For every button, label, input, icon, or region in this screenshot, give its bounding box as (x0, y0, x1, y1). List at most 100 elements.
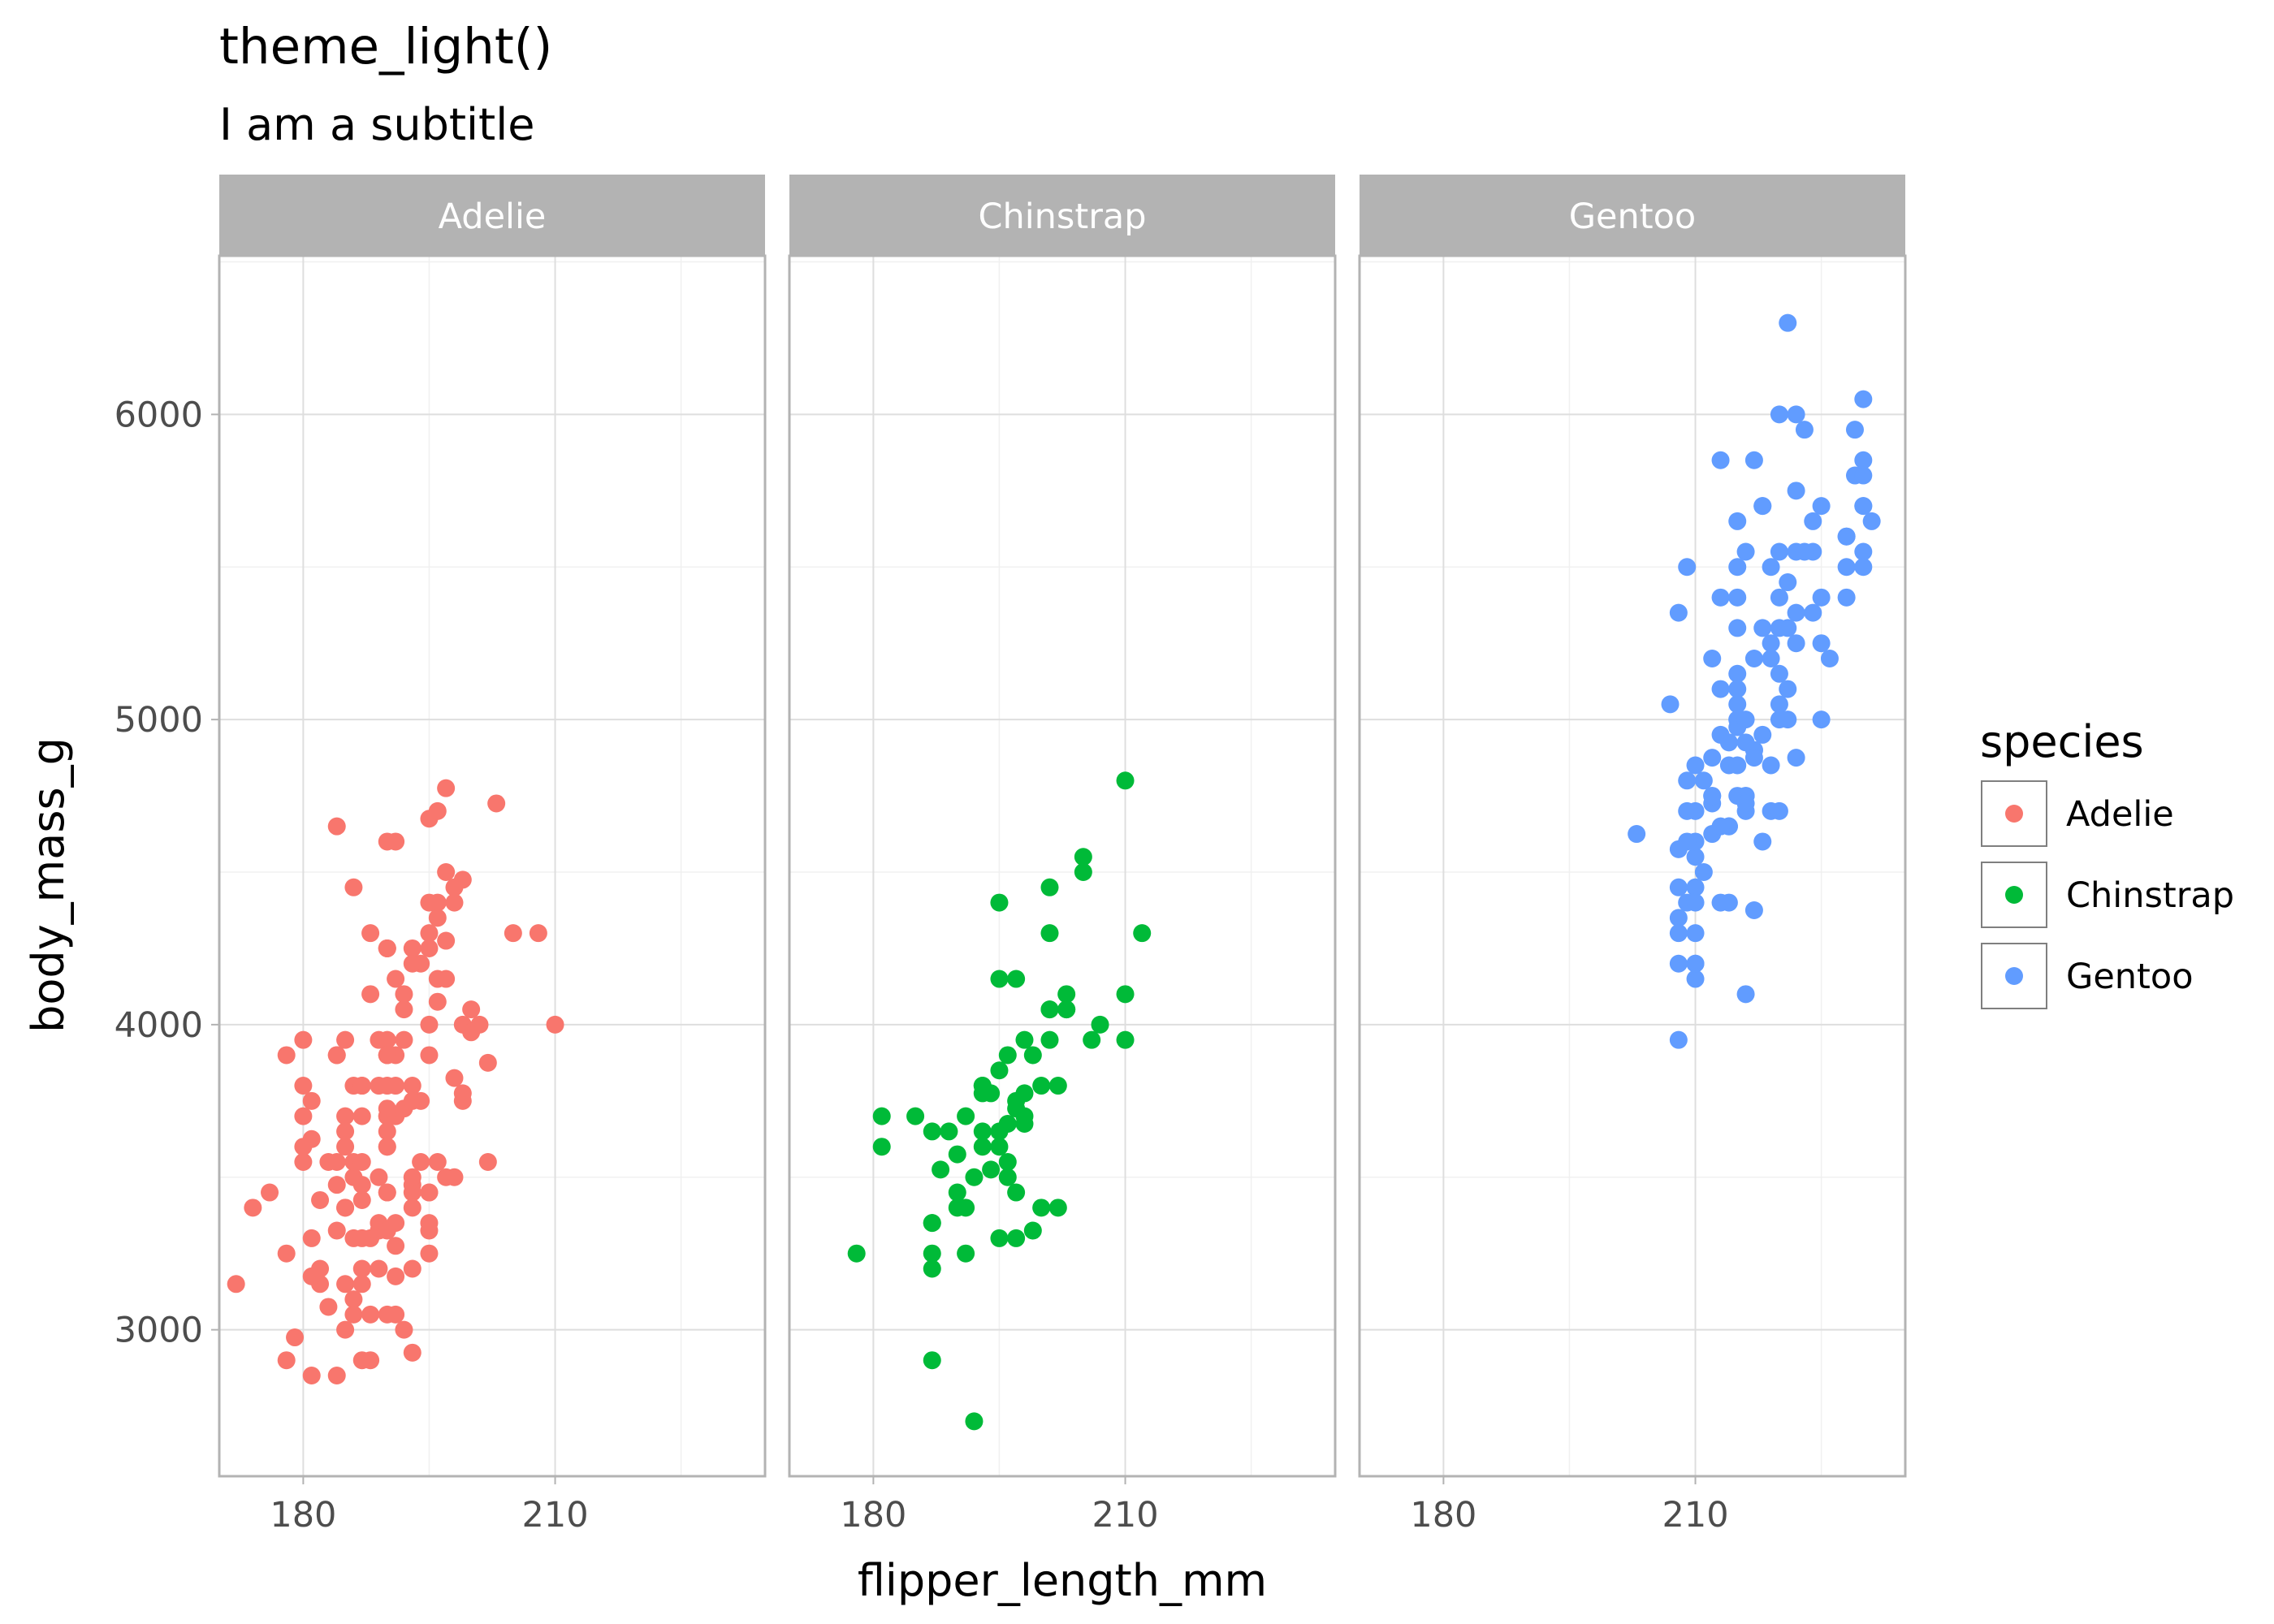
legend-entry-gentoo: Gentoo (1981, 943, 2194, 1009)
data-point-gentoo (1779, 710, 1797, 729)
data-point-adelie (327, 1176, 346, 1194)
data-point-chinstrap (1074, 863, 1092, 882)
data-point-adelie (344, 878, 363, 896)
data-point-chinstrap (1133, 924, 1152, 943)
data-point-chinstrap (973, 1084, 992, 1103)
data-point-chinstrap (948, 1145, 966, 1164)
data-point-gentoo (1854, 497, 1873, 516)
y-tick-label: 5000 (115, 700, 203, 741)
data-point-gentoo (1669, 603, 1688, 622)
data-point-gentoo (1854, 451, 1873, 469)
data-point-adelie (387, 1267, 405, 1285)
data-point-gentoo (1744, 901, 1763, 919)
x-tick-label: 210 (521, 1495, 588, 1535)
data-point-chinstrap (990, 1229, 1009, 1247)
data-point-chinstrap (1116, 1030, 1135, 1049)
data-point-chinstrap (1048, 1199, 1067, 1217)
data-point-chinstrap (1023, 1046, 1042, 1065)
data-point-gentoo (1753, 725, 1772, 744)
data-point-adelie (403, 954, 422, 973)
legend-entry-adelie: Adelie (1981, 780, 2174, 847)
data-point-chinstrap (990, 893, 1009, 912)
data-point-gentoo (1686, 756, 1705, 775)
data-point-adelie (403, 1077, 422, 1095)
data-point-gentoo (1678, 558, 1697, 577)
data-point-adelie (294, 1152, 313, 1171)
data-point-chinstrap (932, 1160, 950, 1179)
data-point-chinstrap (1040, 1000, 1059, 1019)
legend-marker (2005, 805, 2023, 823)
data-point-gentoo (1770, 405, 1788, 424)
data-point-gentoo (1804, 603, 1822, 622)
x-axis-title: flipper_length_mm (858, 1555, 1267, 1606)
data-point-gentoo (1686, 801, 1705, 820)
data-point-gentoo (1719, 733, 1738, 752)
data-point-adelie (529, 924, 547, 943)
data-point-chinstrap (1057, 1000, 1076, 1019)
data-point-adelie (327, 1367, 346, 1385)
data-point-adelie (420, 1015, 439, 1034)
data-point-gentoo (1703, 649, 1722, 667)
legend-marker (2005, 886, 2023, 904)
data-point-chinstrap (1007, 1183, 1026, 1202)
facet-strip-chinstrap (789, 175, 1335, 256)
data-point-gentoo (1744, 749, 1763, 767)
data-point-adelie (420, 1244, 439, 1263)
data-point-gentoo (1728, 588, 1747, 607)
data-point-adelie (311, 1190, 330, 1209)
data-point-chinstrap (923, 1244, 941, 1263)
data-point-chinstrap (973, 1122, 992, 1141)
data-point-adelie (370, 1259, 388, 1278)
data-point-gentoo (1762, 558, 1780, 577)
data-point-gentoo (1669, 1030, 1688, 1049)
data-point-gentoo (1661, 695, 1680, 714)
data-point-adelie (361, 1305, 380, 1324)
x-tick-label: 180 (270, 1495, 336, 1535)
facet-panels: Adelie 180 210 Chinstrap 180 210 Gentoo 180 210 (218, 175, 1907, 1535)
data-point-chinstrap (1015, 1084, 1034, 1103)
data-point-adelie (378, 1183, 396, 1202)
data-point-gentoo (1837, 588, 1856, 607)
data-point-gentoo (1736, 985, 1755, 1004)
data-point-gentoo (1854, 558, 1873, 577)
data-point-gentoo (1669, 909, 1688, 927)
data-point-adelie (294, 1138, 313, 1156)
data-point-adelie (244, 1199, 262, 1217)
data-point-chinstrap (990, 1138, 1009, 1156)
data-point-adelie (420, 939, 439, 957)
data-point-gentoo (1686, 878, 1705, 896)
data-point-chinstrap (998, 1046, 1017, 1065)
data-point-gentoo (1862, 512, 1881, 530)
data-point-gentoo (1854, 466, 1873, 485)
data-point-adelie (420, 893, 439, 912)
data-point-gentoo (1787, 482, 1805, 500)
data-point-gentoo (1686, 970, 1705, 988)
data-point-adelie (395, 1030, 413, 1049)
data-point-gentoo (1779, 573, 1797, 592)
data-point-gentoo (1845, 421, 1864, 439)
data-point-gentoo (1669, 840, 1688, 858)
data-point-gentoo (1837, 558, 1856, 577)
data-point-gentoo (1770, 588, 1788, 607)
data-point-adelie (344, 1305, 363, 1324)
data-point-adelie (294, 1077, 313, 1095)
x-tick-label: 180 (840, 1495, 906, 1535)
data-point-chinstrap (965, 1168, 984, 1186)
data-point-chinstrap (1015, 1115, 1034, 1134)
data-point-gentoo (1728, 619, 1747, 637)
data-point-adelie (453, 870, 472, 889)
data-point-adelie (395, 1000, 413, 1019)
data-point-chinstrap (1007, 1229, 1026, 1247)
data-point-gentoo (1711, 451, 1730, 469)
legend-title: species (1980, 716, 2144, 767)
data-point-chinstrap (1040, 878, 1059, 896)
data-point-chinstrap (1032, 1077, 1051, 1095)
data-point-gentoo (1736, 710, 1755, 729)
data-point-gentoo (1728, 664, 1747, 683)
data-point-adelie (387, 1237, 405, 1255)
data-point-gentoo (1744, 649, 1763, 667)
data-point-adelie (352, 1107, 371, 1125)
data-point-chinstrap (923, 1122, 941, 1141)
data-point-adelie (453, 1084, 472, 1103)
